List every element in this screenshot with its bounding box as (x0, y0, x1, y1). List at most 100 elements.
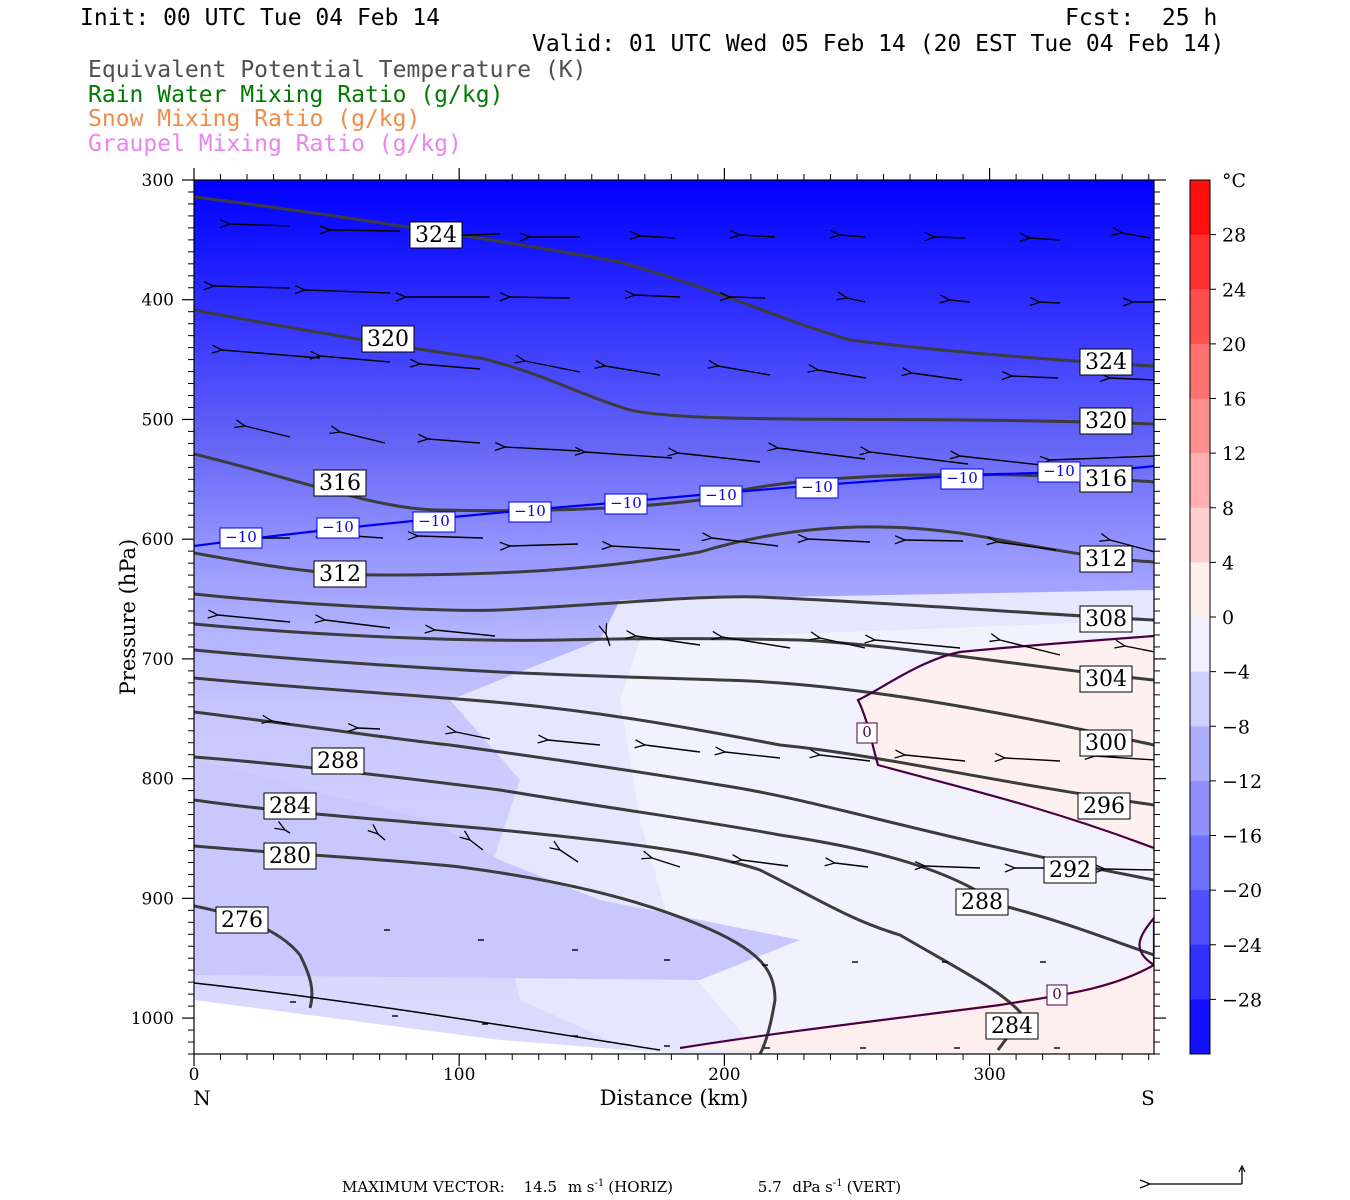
theta-e-label-box (263, 792, 317, 820)
theta-e-label-box (409, 221, 463, 249)
wind-arrow (378, 834, 386, 841)
wind-arrow (305, 290, 391, 293)
wind-arrow (960, 456, 1051, 467)
colorbar-tick-label: −16 (1222, 826, 1262, 848)
theta-e-line (194, 676, 1154, 807)
wind-arrow (605, 366, 661, 376)
wind-arrow (925, 866, 981, 868)
colorbar-swatch (1190, 944, 1210, 1000)
wind-arrow (505, 447, 581, 452)
wind-arrow (612, 546, 681, 551)
wind-arrow (606, 634, 611, 647)
legend-rain: Rain Water Mixing Ratio (g/kg) (88, 82, 504, 108)
wind-arrow (636, 636, 701, 646)
legend-theta-e: Equivalent Potential Temperature (K) (88, 57, 587, 83)
south-end-label: S (1141, 1086, 1155, 1110)
colorbar-tick-label: 28 (1222, 225, 1246, 247)
theta-e-label-box (215, 906, 269, 934)
minus-10-label: −10 (514, 502, 546, 520)
theta-e-label-box (1079, 348, 1133, 376)
wind-vectors (214, 224, 1154, 1049)
theta-e-label: 308 (1085, 607, 1127, 632)
colorbar-swatch (1190, 617, 1210, 673)
wind-arrow (428, 439, 481, 444)
minus-10-label: −10 (946, 469, 978, 487)
wind-arrow (1110, 378, 1154, 380)
wind-arrow (742, 860, 789, 867)
wind-arrow (778, 448, 866, 460)
wind-arrow (218, 615, 291, 623)
zero-label: 0 (862, 723, 872, 741)
wind-arrow (1005, 758, 1061, 761)
theta-e-label-box (311, 747, 365, 775)
theta-e-line (194, 648, 1154, 747)
wind-arrow (1125, 646, 1154, 653)
colorbar-swatch (1190, 453, 1210, 509)
temperature-shading (194, 180, 1154, 1054)
wind-arrow (470, 840, 484, 851)
wind-arrow (730, 297, 766, 298)
theta-e-label-box (1077, 792, 1131, 820)
init-time: Init: 00 UTC Tue 04 Feb 14 (80, 5, 441, 31)
minus-10-label-box (795, 477, 839, 499)
wind-arrow (635, 295, 681, 297)
theta-e-label: 284 (269, 794, 311, 819)
theta-e-label: 320 (367, 327, 409, 352)
wind-arrow (997, 542, 1057, 551)
wind-arrow (847, 298, 866, 303)
y-tick-label: 900 (142, 889, 174, 909)
minus-10-label: −10 (322, 518, 354, 536)
colorbar-swatch (1190, 780, 1210, 836)
colorbar-tick-label: 16 (1222, 389, 1246, 411)
colorbar-tick-label: −12 (1222, 771, 1262, 793)
wind-arrow (905, 755, 966, 762)
theta-e-label: 324 (1085, 350, 1127, 375)
colorbar-swatch (1190, 398, 1210, 454)
axes: 300 400 500 600 700 800 900 1000 0 100 200 300 (131, 168, 1166, 1085)
reference-vector-icon (1150, 1164, 1246, 1184)
wind-arrow (320, 356, 391, 363)
wind-arrow (1030, 238, 1061, 240)
wind-arrow (1040, 302, 1061, 303)
theta-e-label-box (1079, 665, 1133, 693)
theta-e-label: 288 (961, 890, 1003, 915)
wind-arrow (1012, 376, 1059, 378)
colorbar-tick-label: −20 (1222, 880, 1262, 902)
theta-e-line (194, 710, 1154, 882)
legend-graupel: Graupel Mixing Ratio (g/kg) (88, 131, 462, 157)
y-tick-label: 500 (142, 410, 174, 430)
wind-arrow (560, 850, 579, 863)
wind-arrow (1000, 640, 1061, 656)
theta-e-line (194, 592, 1154, 622)
colorbar-swatch (1190, 289, 1210, 345)
y-tick-label: 700 (142, 650, 174, 670)
theta-e-line (194, 844, 777, 1054)
theta-e-label-box (1079, 407, 1133, 435)
wind-arrow (905, 540, 964, 541)
colorbar-tick-label: −28 (1222, 989, 1262, 1011)
wind-arrow (418, 536, 484, 538)
wind-arrow (740, 235, 776, 237)
theta-e-line (194, 798, 1022, 1051)
minus-10-label-box (1037, 461, 1081, 483)
theta-e-label: 280 (269, 844, 311, 869)
wind-arrow (678, 453, 761, 463)
minus-10-label: −10 (610, 494, 642, 512)
wind-arrow (950, 300, 971, 302)
theta-e-label-box (955, 888, 1009, 916)
wind-arrow (1050, 455, 1154, 460)
minus-10-label-box (316, 517, 360, 539)
theta-e-label: 296 (1083, 794, 1125, 819)
wind-arrow (510, 297, 571, 298)
colorbar-tick-label: 24 (1222, 279, 1246, 301)
contour-labels: 3243203163123083043002962922882842802763… (215, 221, 1133, 1040)
wind-arrow (820, 638, 866, 649)
wind-arrow (835, 863, 869, 868)
x-tick-label: 100 (443, 1065, 475, 1085)
wind-arrow (1122, 233, 1151, 239)
wind-arrow (245, 426, 291, 438)
colorbar-swatch (1190, 726, 1210, 782)
wind-arrow (222, 350, 321, 359)
wind-arrow (325, 620, 391, 629)
